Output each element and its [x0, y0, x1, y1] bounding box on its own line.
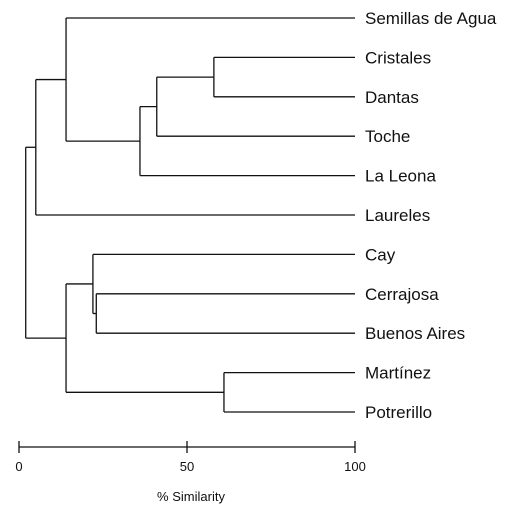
dendrogram-branches — [25, 17, 355, 413]
tick-label-50: 50 — [180, 459, 194, 474]
leaf-label-cay: Cay — [365, 245, 396, 264]
axis-title: % Similarity — [157, 489, 225, 504]
leaf-label-semillas-de-agua: Semillas de Agua — [365, 9, 497, 28]
leaf-label-cristales: Cristales — [365, 48, 431, 67]
leaf-label-laureles: Laureles — [365, 206, 430, 225]
tick-label-100: 100 — [344, 459, 366, 474]
leaf-label-buenos-aires: Buenos Aires — [365, 324, 465, 343]
leaf-label-potrerillo: Potrerillo — [365, 403, 432, 422]
leaf-labels: Semillas de Agua Cristales Dantas Toche La L… — [365, 9, 497, 422]
leaf-label-toche: Toche — [365, 127, 410, 146]
leaf-label-dantas: Dantas — [365, 88, 419, 107]
axis-ticks: 0 50 100 — [15, 441, 366, 474]
leaf-label-cerrajosa: Cerrajosa — [365, 285, 439, 304]
tick-label-0: 0 — [15, 459, 22, 474]
similarity-axis: 0 50 100 % Similarity — [15, 441, 366, 504]
leaf-label-martinez: Martínez — [365, 364, 431, 383]
leaf-label-la-leona: La Leona — [365, 167, 436, 186]
